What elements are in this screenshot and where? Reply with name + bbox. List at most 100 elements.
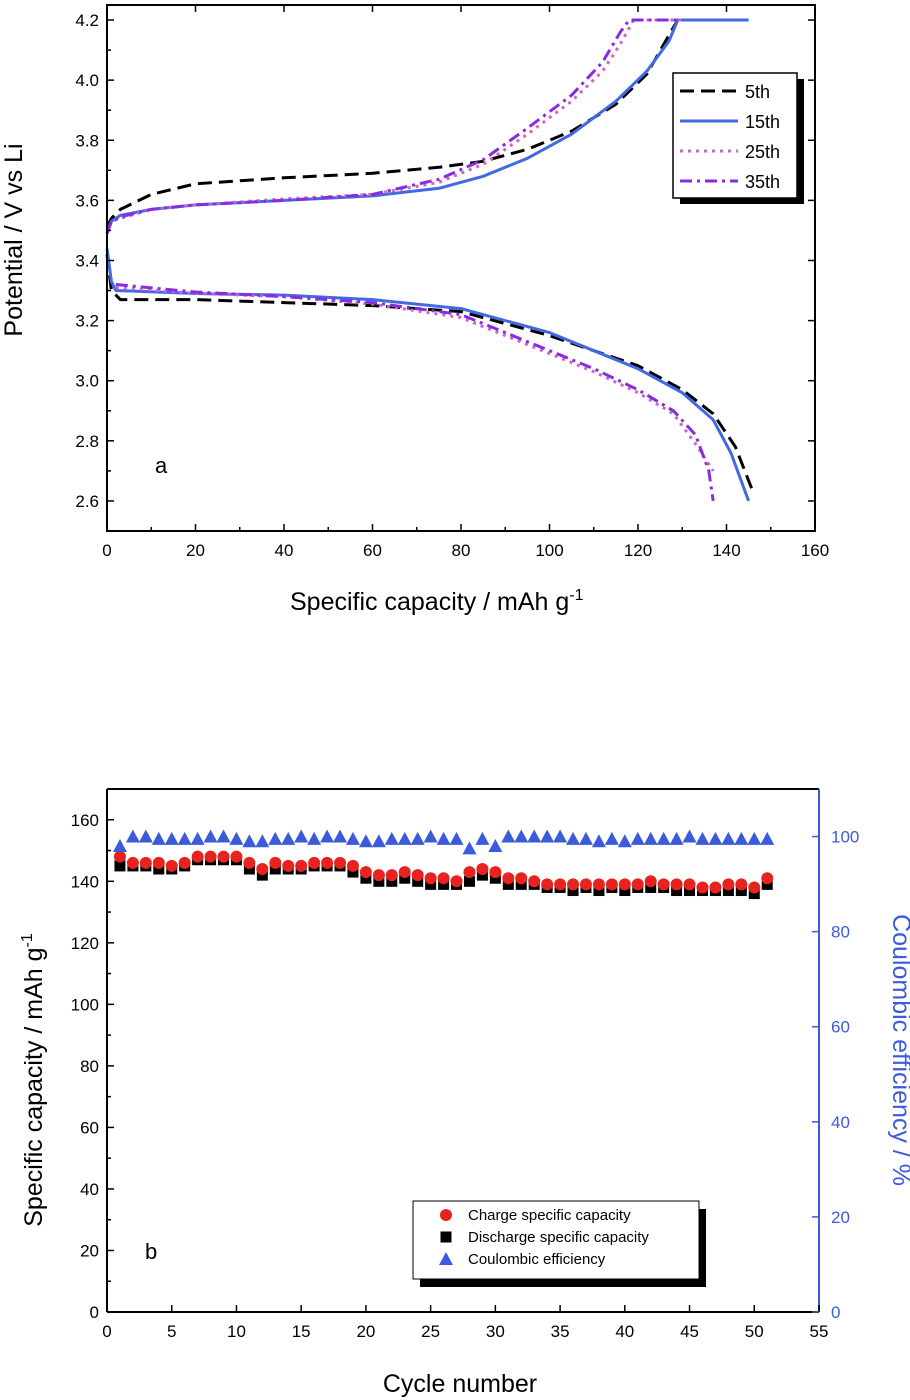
- point-square: [502, 878, 514, 890]
- series-15th-discharge-line: [105, 248, 751, 502]
- point-square: [593, 885, 605, 897]
- point-triangle: [203, 829, 218, 843]
- point-triangle: [112, 839, 127, 853]
- point-square: [360, 872, 372, 884]
- point-triangle: [501, 829, 516, 843]
- point-triangle: [410, 831, 425, 845]
- point-triangle: [216, 829, 231, 843]
- point-circle: [631, 878, 644, 891]
- point-circle: [502, 872, 515, 885]
- point-circle: [359, 866, 372, 879]
- point-circle: [709, 881, 722, 894]
- y-tick-label: 80: [80, 1057, 99, 1076]
- point-circle: [411, 869, 424, 882]
- point-square: [619, 885, 631, 897]
- point-circle: [282, 859, 295, 872]
- legend-triangle-marker: [439, 1252, 453, 1265]
- point-triangle: [151, 831, 166, 845]
- x-tick-label: 40: [275, 541, 294, 560]
- point-square: [645, 881, 657, 893]
- point-triangle: [527, 829, 542, 843]
- x-tick-label: 0: [102, 541, 111, 560]
- legend-square-marker: [440, 1231, 452, 1243]
- point-circle: [126, 856, 139, 869]
- y-tick-label: 120: [71, 934, 99, 953]
- y-tick-label: 100: [71, 995, 99, 1014]
- point-circle: [735, 878, 748, 891]
- point-triangle: [345, 831, 360, 845]
- point-circle: [204, 850, 217, 863]
- series-5th-charge-line: [105, 18, 749, 229]
- point-square: [515, 878, 527, 890]
- point-triangle: [656, 831, 671, 845]
- point-triangle: [436, 831, 451, 845]
- panel-a-label: a: [155, 453, 168, 478]
- point-circle: [424, 872, 437, 885]
- x-tick-label: 55: [810, 1322, 829, 1341]
- point-triangle: [281, 831, 296, 845]
- point-circle: [321, 856, 334, 869]
- point-circle: [541, 878, 554, 891]
- x-tick-label: 10: [227, 1322, 246, 1341]
- point-triangle: [566, 831, 581, 845]
- point-triangle: [125, 829, 140, 843]
- panel-b-label: b: [145, 1239, 157, 1264]
- series-5th-discharge-line: [105, 254, 755, 493]
- point-square: [684, 885, 696, 897]
- series-35th-discharge-line: [115, 283, 715, 502]
- point-square: [476, 869, 488, 881]
- x-tick-label: 120: [624, 541, 652, 560]
- x-tick-label: 20: [186, 541, 205, 560]
- y-tick-label: 2.8: [75, 432, 99, 451]
- point-circle: [437, 872, 450, 885]
- legend-series-label: Charge specific capacity: [468, 1207, 631, 1224]
- voltage-profile-plot-area: [105, 18, 755, 502]
- point-circle: [618, 878, 631, 891]
- point-circle: [657, 878, 670, 891]
- voltage-profile-axes: 0 20 40 60 80 100 120 140 160 2.6 2.8 3.0 3.2 3.4 3.6 3…: [75, 4, 829, 560]
- y-tick-label: 20: [80, 1241, 99, 1260]
- point-circle: [217, 850, 230, 863]
- point-triangle: [630, 831, 645, 845]
- point-triangle: [268, 831, 283, 845]
- x-tick-label: 60: [363, 541, 382, 560]
- point-circle: [683, 878, 696, 891]
- y-tick-label: 3.0: [75, 372, 99, 391]
- point-square: [761, 878, 773, 890]
- x-tick-label: 45: [680, 1322, 699, 1341]
- point-triangle: [734, 831, 749, 845]
- y-tick-label: 3.8: [75, 131, 99, 150]
- point-triangle: [423, 829, 438, 843]
- y-tick-label: 140: [71, 872, 99, 891]
- point-triangle: [669, 831, 684, 845]
- point-triangle: [138, 829, 153, 843]
- point-circle: [256, 862, 269, 875]
- x-tick-label: 30: [486, 1322, 505, 1341]
- cycling-y2-axis-title: Coulombic efficiency / %: [887, 914, 910, 1186]
- point-triangle: [358, 834, 373, 848]
- point-triangle: [320, 829, 335, 843]
- point-triangle: [760, 831, 775, 845]
- point-circle: [243, 856, 256, 869]
- point-triangle: [514, 829, 529, 843]
- y-tick-label: 3.6: [75, 191, 99, 210]
- x-tick-label: 80: [452, 541, 471, 560]
- point-circle: [567, 878, 580, 891]
- point-triangle: [488, 839, 503, 853]
- point-circle: [165, 859, 178, 872]
- point-circle: [178, 856, 191, 869]
- legend-series-label: Coulombic efficiency: [468, 1251, 606, 1268]
- point-triangle: [578, 831, 593, 845]
- x-tick-label: 100: [535, 541, 563, 560]
- y-tick-label: 3.2: [75, 312, 99, 331]
- point-triangle: [553, 829, 568, 843]
- legend-series-label: Discharge specific capacity: [468, 1229, 649, 1246]
- y-tick-label: 2.6: [75, 492, 99, 511]
- point-square: [256, 869, 268, 881]
- point-triangle: [682, 829, 697, 843]
- y-tick-label: 0: [90, 1303, 99, 1322]
- point-circle: [398, 866, 411, 879]
- point-square: [114, 860, 126, 872]
- y2-tick-label: 0: [831, 1303, 840, 1322]
